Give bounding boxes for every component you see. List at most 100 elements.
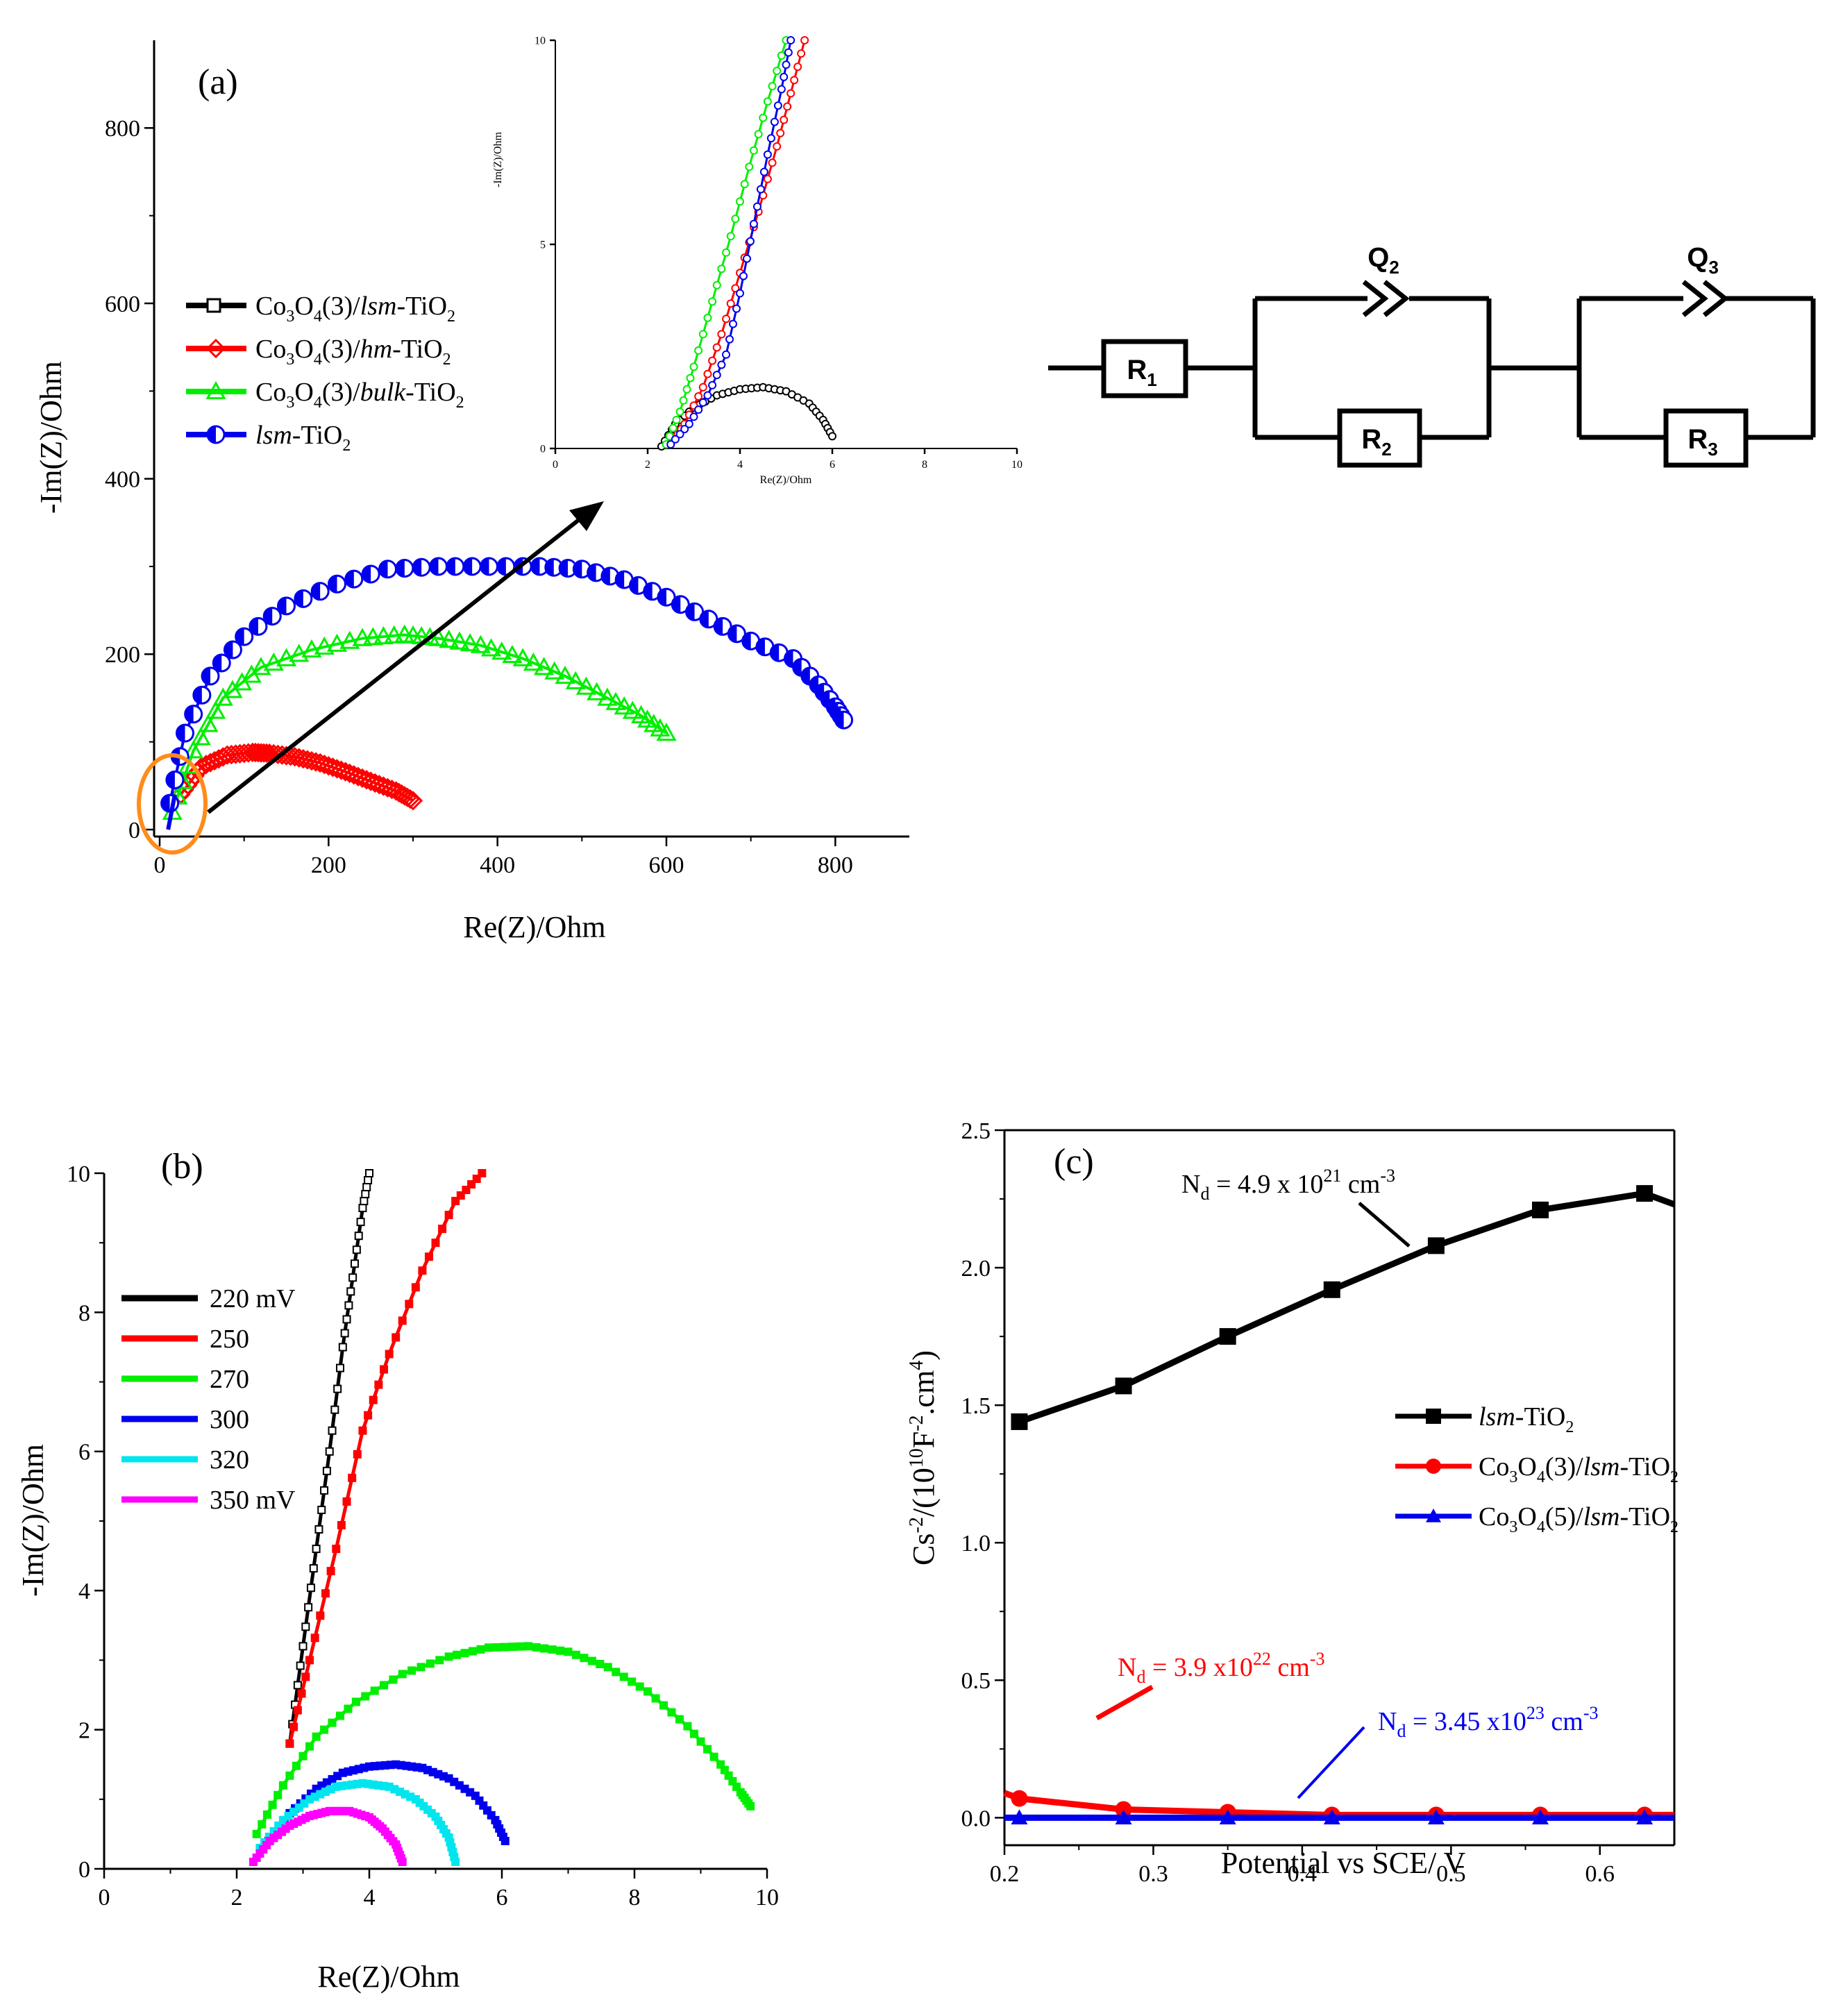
data-point bbox=[348, 1273, 357, 1282]
data-point bbox=[362, 627, 383, 646]
data-point bbox=[703, 1745, 712, 1754]
x-axis-title: Re(Z)/Ohm bbox=[317, 1960, 460, 1994]
x-tick-label: 6 bbox=[496, 1885, 508, 1910]
data-point bbox=[293, 1681, 302, 1690]
data-point bbox=[398, 1316, 407, 1325]
x-axis-title: Re(Z)/Ohm bbox=[463, 910, 605, 944]
legend-label: 250 bbox=[210, 1325, 249, 1354]
x-tick-label: 2 bbox=[645, 459, 650, 471]
data-point-fill bbox=[480, 558, 489, 575]
data-point bbox=[304, 1603, 313, 1612]
data-point bbox=[783, 102, 792, 111]
data-point-fill bbox=[616, 571, 625, 588]
data-point bbox=[284, 1811, 293, 1820]
data-point bbox=[326, 1567, 335, 1576]
data-point bbox=[1636, 1809, 1653, 1824]
data-point bbox=[763, 97, 772, 106]
panel-label: (c) bbox=[1054, 1142, 1094, 1182]
x-tick-label: 0.6 bbox=[1585, 1861, 1615, 1887]
panel-label: (b) bbox=[161, 1147, 203, 1186]
x-tick-label: 400 bbox=[480, 852, 515, 878]
data-point bbox=[301, 1622, 310, 1631]
data-point bbox=[468, 1647, 477, 1656]
data-point bbox=[749, 146, 758, 155]
data-point bbox=[453, 1650, 462, 1659]
data-point-fill bbox=[396, 560, 405, 577]
data-point bbox=[740, 180, 749, 189]
series-0 bbox=[171, 742, 423, 811]
annotation-leader bbox=[1358, 1202, 1411, 1248]
data-point bbox=[321, 1589, 330, 1598]
data-point bbox=[709, 1752, 718, 1761]
data-point bbox=[777, 85, 786, 94]
series-0 bbox=[1011, 1185, 1676, 1430]
data-point bbox=[694, 392, 703, 401]
data-point bbox=[353, 1450, 362, 1459]
data-point bbox=[694, 346, 703, 355]
data-point bbox=[335, 1711, 344, 1720]
data-point bbox=[320, 1725, 329, 1734]
data-point bbox=[251, 743, 271, 763]
legend-label: 350 mV bbox=[210, 1486, 296, 1515]
data-point bbox=[451, 1197, 460, 1206]
data-point bbox=[418, 1266, 427, 1275]
data-point bbox=[389, 1675, 398, 1684]
data-point bbox=[272, 745, 292, 765]
data-point bbox=[722, 314, 731, 324]
resistor-r2 bbox=[1337, 408, 1422, 468]
data-point-fill bbox=[573, 560, 582, 578]
data-point bbox=[742, 254, 751, 263]
data-point bbox=[500, 1643, 509, 1652]
data-point bbox=[285, 1771, 294, 1780]
data-point bbox=[354, 1232, 363, 1241]
data-point bbox=[746, 237, 755, 246]
data-point bbox=[1115, 1377, 1132, 1395]
data-point bbox=[689, 412, 698, 421]
data-point bbox=[411, 1283, 420, 1292]
x-tick-label: 0.3 bbox=[1138, 1861, 1168, 1887]
arrow-head bbox=[569, 501, 604, 531]
data-point bbox=[684, 419, 693, 428]
data-point bbox=[722, 248, 731, 257]
legend-label: 220 mV bbox=[210, 1284, 296, 1313]
nd-annotation-red: Nd = 3.9 x1022 cm-3 bbox=[1118, 1649, 1325, 1687]
data-point bbox=[732, 304, 741, 313]
data-point bbox=[523, 652, 544, 671]
y-axis-title: -Im(Z)/Ohm bbox=[34, 361, 68, 514]
data-point-fill bbox=[587, 564, 596, 581]
x-tick-label: 600 bbox=[649, 852, 684, 878]
series-2 bbox=[252, 1642, 755, 1838]
q2-label: Q2 bbox=[1367, 242, 1399, 278]
data-point bbox=[768, 158, 777, 167]
data-point bbox=[439, 630, 460, 648]
data-point-fill bbox=[328, 576, 337, 593]
x-tick-label: 10 bbox=[1011, 459, 1023, 471]
data-point bbox=[344, 1301, 353, 1310]
data-point bbox=[544, 661, 565, 680]
legend-marker bbox=[206, 298, 221, 313]
data-point bbox=[759, 113, 768, 122]
data-point bbox=[745, 162, 754, 171]
data-point bbox=[352, 628, 373, 646]
x-tick-label: 0 bbox=[553, 459, 558, 471]
data-point bbox=[708, 380, 717, 389]
data-point bbox=[431, 1238, 440, 1248]
y-axis-title: -Im(Z)/Ohm bbox=[16, 1444, 50, 1597]
data-point bbox=[362, 1183, 371, 1192]
data-point-fill bbox=[784, 650, 793, 667]
data-point bbox=[276, 648, 297, 666]
data-point-fill bbox=[176, 725, 185, 742]
data-point bbox=[480, 638, 502, 657]
annotation-leader bbox=[1095, 1684, 1154, 1721]
data-point bbox=[671, 435, 680, 444]
data-point bbox=[335, 1363, 344, 1372]
data-point bbox=[435, 1656, 444, 1665]
data-point bbox=[694, 405, 703, 414]
arrow-line bbox=[207, 512, 588, 814]
data-point bbox=[675, 430, 684, 439]
data-point bbox=[392, 1333, 401, 1342]
data-point bbox=[698, 330, 707, 339]
data-point bbox=[548, 1645, 557, 1654]
data-point-fill bbox=[497, 558, 506, 575]
y-tick-label: 5 bbox=[540, 240, 546, 251]
